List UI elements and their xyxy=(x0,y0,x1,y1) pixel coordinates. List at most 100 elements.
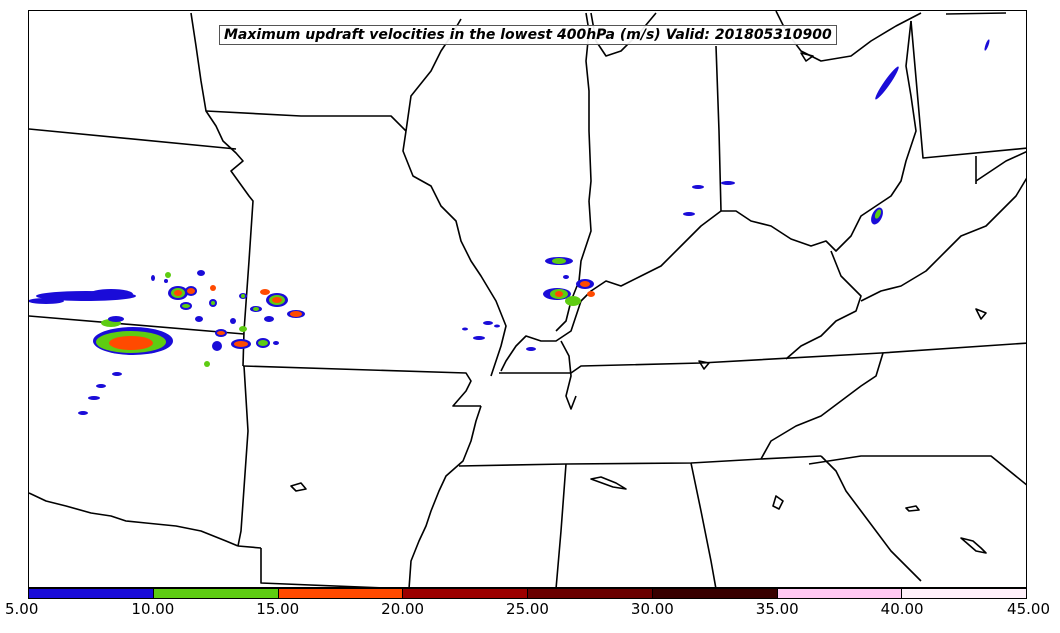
updraft-cell xyxy=(88,396,100,400)
border-texas-ark xyxy=(237,545,262,549)
lake-small-2 xyxy=(590,476,627,490)
updraft-cell xyxy=(234,341,248,347)
updraft-cell xyxy=(462,327,468,331)
updraft-cell xyxy=(874,209,882,219)
border-ohio-river xyxy=(721,20,917,252)
colorbar-tick-label: 25.00 xyxy=(506,600,549,618)
updraft-cell xyxy=(197,270,205,276)
updraft-cell xyxy=(483,321,493,325)
updraft-cell xyxy=(494,324,500,328)
border-wv-va xyxy=(860,177,1026,302)
updraft-cell xyxy=(187,288,195,294)
border-kentucky-south xyxy=(499,342,1026,374)
updraft-cell xyxy=(195,316,203,322)
map-title: Maximum updraft velocities in the lowest… xyxy=(219,25,837,45)
updraft-cell xyxy=(109,336,153,350)
updraft-cell xyxy=(212,341,222,351)
updraft-cell xyxy=(239,326,247,332)
map-frame: Maximum updraft velocities in the lowest… xyxy=(28,10,1027,588)
border-red-river xyxy=(29,492,239,547)
colorbar xyxy=(28,588,1027,599)
updraft-cell xyxy=(204,361,210,367)
border-georgia-sc xyxy=(820,455,922,582)
border-tennessee-east xyxy=(760,352,884,460)
border-alabama-georgia xyxy=(690,462,717,587)
border-arkansas-north xyxy=(242,365,481,407)
updraft-cell xyxy=(96,384,106,388)
updraft-cell xyxy=(563,275,569,279)
lake-small-1 xyxy=(290,482,307,492)
updraft-cell xyxy=(272,297,282,303)
updraft-cell xyxy=(580,281,590,287)
lake-small-5 xyxy=(960,537,987,554)
border-tennessee-south xyxy=(458,455,822,467)
border-east-top xyxy=(945,12,1007,15)
updraft-cell xyxy=(587,291,595,297)
updraft-cell xyxy=(164,279,168,283)
updraft-cell xyxy=(182,304,190,308)
updraft-cell xyxy=(258,340,268,346)
updraft-cell xyxy=(875,66,899,100)
updraft-cell xyxy=(565,296,581,306)
updraft-cell xyxy=(165,272,171,278)
border-wv-ky xyxy=(785,250,862,360)
border-nc-sc xyxy=(808,455,1026,486)
updraft-cell xyxy=(721,181,735,185)
border-kansas-north xyxy=(29,128,237,150)
border-indiana-ohio xyxy=(715,45,722,212)
updraft-cell xyxy=(683,212,695,216)
updraft-cell xyxy=(210,285,216,291)
lake-small-7 xyxy=(698,360,710,370)
border-missouri-west xyxy=(190,12,254,367)
updraft-cell xyxy=(273,341,279,345)
updraft-cell xyxy=(555,291,563,297)
colorbar-segment xyxy=(527,589,652,598)
colorbar-labels: 5.00 10.00 15.00 20.00 25.00 30.00 35.00 40.00 4… xyxy=(0,600,1060,624)
border-kansas-oklahoma xyxy=(29,315,245,335)
lake-small-8 xyxy=(800,52,814,62)
updraft-cell xyxy=(290,311,302,317)
colorbar-tick-label: 30.00 xyxy=(630,600,674,618)
border-arkansas-west xyxy=(237,365,249,547)
updraft-cell xyxy=(230,318,236,324)
updraft-cell xyxy=(29,298,64,304)
updraft-cell xyxy=(108,316,124,322)
updraft-cell xyxy=(241,294,245,298)
border-ohio-river-west xyxy=(500,210,722,372)
updraft-cell xyxy=(89,289,133,299)
updraft-contours xyxy=(29,39,990,415)
updraft-cell xyxy=(151,275,155,281)
updraft-cell xyxy=(264,316,274,322)
border-ohio-penn xyxy=(910,20,1026,159)
colorbar-segment xyxy=(901,589,1026,598)
updraft-cell xyxy=(78,411,88,415)
updraft-cell xyxy=(552,258,566,264)
border-illinois-indiana xyxy=(555,200,592,332)
updraft-cell xyxy=(253,307,259,311)
updraft-cell xyxy=(260,289,270,295)
updraft-cell xyxy=(984,39,990,51)
lake-small-4 xyxy=(905,505,920,512)
updraft-cell xyxy=(217,331,225,335)
map-canvas xyxy=(29,11,1026,587)
colorbar-segment xyxy=(651,589,777,598)
colorbar-segment xyxy=(776,589,902,598)
colorbar-tick-label: 15.00 xyxy=(256,600,300,618)
updraft-cell xyxy=(211,301,215,305)
updraft-cell xyxy=(526,347,536,351)
border-mississippi-upper xyxy=(402,130,507,377)
updraft-cell xyxy=(174,290,182,296)
border-arkansas-east xyxy=(408,405,482,587)
border-missouri-north xyxy=(205,110,407,132)
colorbar-tick-label: 20.00 xyxy=(381,600,425,618)
colorbar-segment xyxy=(277,589,403,598)
border-ark-louisiana xyxy=(260,548,380,587)
lake-small-3 xyxy=(772,495,784,510)
colorbar-segment xyxy=(152,589,278,598)
colorbar-tick-label: 10.00 xyxy=(131,600,175,618)
colorbar-tick-label: 40.00 xyxy=(880,600,924,618)
lake-kentucky xyxy=(560,340,577,410)
updraft-cell xyxy=(473,336,485,340)
border-mississippi-alabama xyxy=(555,463,567,587)
lake-small-6 xyxy=(975,308,987,320)
